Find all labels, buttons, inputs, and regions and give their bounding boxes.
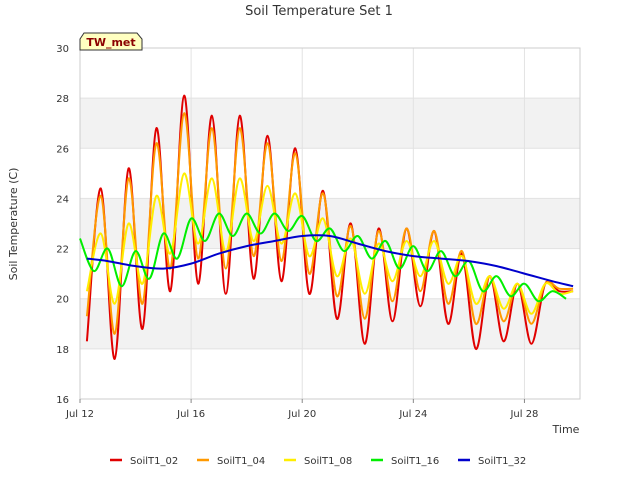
x-tick-label: Jul 20 (287, 409, 316, 420)
legend: SoilT1_02 SoilT1_04 SoilT1_08 SoilT1_16 Soil… (110, 456, 526, 467)
x-tick-label: Jul 28 (509, 409, 538, 420)
legend-label-soilt1-08: SoilT1_08 (304, 456, 352, 467)
y-tick-label: 28 (56, 94, 69, 105)
y-tick-label: 18 (56, 345, 69, 356)
background-band (80, 148, 580, 199)
y-tick-label: 16 (56, 395, 69, 406)
y-axis-label: Soil Temperature (C) (7, 168, 20, 281)
x-tick-labels: Jul 12 Jul 16 Jul 20 Jul 24 Jul 28 (65, 399, 538, 420)
legend-label-soilt1-16: SoilT1_16 (391, 456, 439, 467)
y-tick-label: 30 (56, 44, 69, 55)
legend-label-soilt1-32: SoilT1_32 (478, 456, 526, 467)
series-line-soilt1-08 (85, 172, 574, 315)
site-badge-label: TW_met (86, 36, 135, 49)
series-line-soilt1-04 (85, 112, 574, 335)
y-tick-label: 24 (56, 194, 69, 205)
plot-frame (79, 47, 581, 400)
series-lines (79, 94, 574, 360)
y-tick-label: 20 (56, 295, 69, 306)
x-tick-label: Jul 16 (176, 409, 205, 420)
background-band (80, 48, 580, 99)
background-bands (80, 48, 580, 399)
site-badge: TW_met (79, 32, 143, 51)
y-tick-label: 26 (56, 144, 69, 155)
x-tick-label: Jul 12 (65, 409, 94, 420)
background-band (80, 348, 580, 399)
legend-label-soilt1-04: SoilT1_04 (217, 456, 265, 467)
x-tick-label: Jul 24 (398, 409, 427, 420)
y-tick-labels: 16 18 20 22 24 26 28 30 (56, 44, 69, 406)
series-line-soilt1-32 (86, 234, 574, 288)
background-band (80, 98, 580, 149)
y-tick-label: 22 (56, 245, 69, 256)
chart-title: Soil Temperature Set 1 (245, 4, 393, 19)
site-badge-box (79, 32, 143, 51)
legend-label-soilt1-02: SoilT1_02 (130, 456, 178, 467)
x-axis-label: Time (552, 423, 580, 436)
